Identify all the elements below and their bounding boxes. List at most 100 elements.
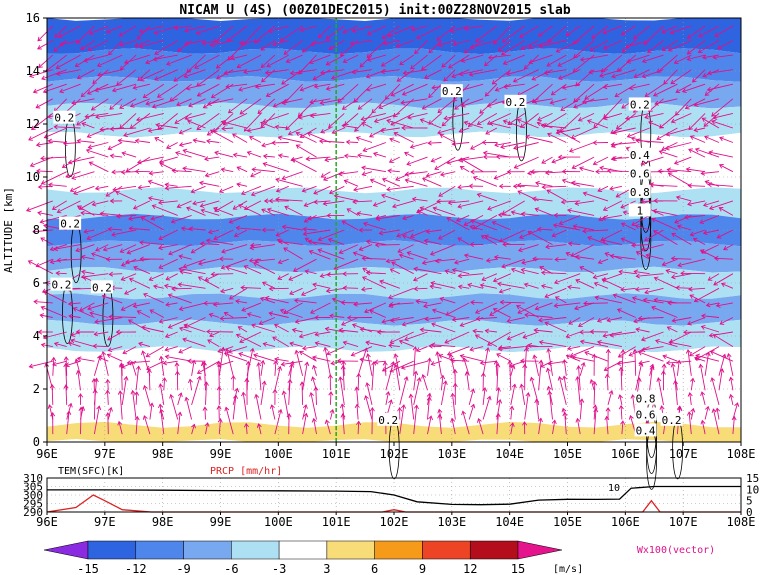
wind-vector-head: [431, 322, 436, 328]
wind-vector-head: [583, 300, 588, 306]
wind-vector: [361, 287, 373, 291]
wind-vector-head: [693, 102, 699, 107]
wind-vector: [182, 338, 206, 348]
wind-vector: [510, 423, 514, 435]
wind-vector-head: [342, 271, 347, 277]
wind-vector: [107, 390, 109, 405]
wind-vector-head: [522, 363, 528, 369]
wind-vector-head: [67, 301, 73, 307]
wind-vector-head: [663, 80, 668, 85]
wind-vector: [139, 241, 164, 246]
wind-vector-head: [555, 48, 561, 53]
wind-vector-head: [322, 201, 328, 207]
wind-vector-head: [203, 300, 208, 306]
wind-vector: [403, 69, 428, 74]
wind-vector-head: [325, 288, 331, 294]
wind-vector: [43, 290, 67, 304]
wind-vector-head: [479, 283, 485, 289]
wind-vector: [179, 268, 206, 275]
wind-vector: [627, 127, 650, 138]
wind-vector: [607, 390, 613, 406]
wind-vector-head: [519, 33, 524, 38]
wind-vector-head: [101, 350, 107, 356]
wind-vector-head: [149, 402, 155, 408]
wind-vector-head: [197, 276, 203, 281]
wind-vector-head: [164, 354, 170, 360]
wind-vector-head: [337, 171, 343, 177]
wind-vector: [28, 127, 54, 141]
wind-vector: [437, 200, 456, 202]
wind-vector-head: [345, 139, 351, 145]
wind-vector-head: [220, 288, 226, 294]
wind-vector: [160, 356, 165, 376]
wind-vector: [81, 273, 109, 278]
wind-vector: [562, 179, 581, 187]
wind-vector: [547, 386, 553, 405]
wind-vector-head: [71, 175, 77, 180]
wind-vector-head: [65, 362, 70, 368]
wind-vector: [65, 356, 68, 376]
wind-vector-head: [386, 118, 392, 124]
wind-vector-head: [573, 53, 578, 59]
wind-vector: [172, 170, 192, 173]
wind-vector: [180, 271, 192, 275]
wind-vector-head: [520, 45, 526, 51]
wind-vector: [458, 273, 484, 277]
wind-vector: [470, 40, 498, 48]
wind-vector-head: [437, 42, 443, 48]
wind-vector-head: [177, 411, 183, 417]
wind-vector: [56, 272, 67, 275]
wind-vector-head: [390, 91, 396, 97]
wind-vector: [665, 142, 692, 150]
wind-vector: [567, 346, 581, 350]
wind-vector-head: [329, 313, 334, 319]
wind-vector: [675, 83, 692, 93]
wind-vector-head: [410, 26, 416, 32]
wind-vector: [76, 113, 95, 126]
wind-vector: [87, 302, 109, 310]
wind-vector-head: [517, 190, 523, 195]
wind-vector-head: [338, 327, 344, 333]
wind-vector: [158, 200, 178, 204]
wind-vector-head: [576, 365, 582, 370]
wind-vector: [535, 302, 553, 310]
wind-vector-head: [244, 377, 250, 383]
wind-vector-head: [602, 29, 608, 35]
wind-vector-head: [540, 270, 546, 276]
wind-vector: [562, 408, 567, 420]
wind-vector: [661, 25, 678, 33]
wind-vector: [164, 285, 178, 289]
wind-vector: [343, 341, 359, 348]
wind-vector-head: [37, 210, 42, 216]
wind-vector-head: [157, 403, 164, 409]
wind-vector: [250, 244, 275, 249]
wind-vector: [426, 229, 442, 233]
wind-vector-head: [437, 129, 442, 135]
wind-vector-head: [216, 362, 222, 368]
wind-vector: [249, 136, 262, 143]
wind-vector-head: [56, 257, 62, 263]
wind-vector-head: [92, 388, 98, 394]
wind-vector: [424, 239, 442, 246]
wind-vector-head: [562, 359, 568, 364]
wind-vector: [226, 25, 248, 42]
wind-vector: [423, 302, 442, 307]
wind-vector-head: [690, 407, 696, 413]
wind-vector: [148, 127, 164, 132]
wind-vector-head: [410, 64, 415, 70]
wind-vector: [263, 155, 275, 158]
wind-vector-head: [96, 62, 102, 68]
wind-vector-head: [325, 35, 331, 40]
wind-vector-head: [625, 115, 630, 121]
wind-vector-head: [53, 124, 58, 130]
wind-vectors: [26, 25, 740, 435]
wind-vector-head: [592, 404, 598, 409]
wind-vector-head: [701, 117, 707, 123]
wind-vector-head: [541, 184, 547, 190]
wind-vector: [119, 391, 123, 420]
wind-vector-head: [260, 359, 266, 365]
wind-vector-head: [616, 360, 622, 366]
wind-vector-head: [428, 120, 434, 125]
wind-vector: [154, 69, 178, 81]
